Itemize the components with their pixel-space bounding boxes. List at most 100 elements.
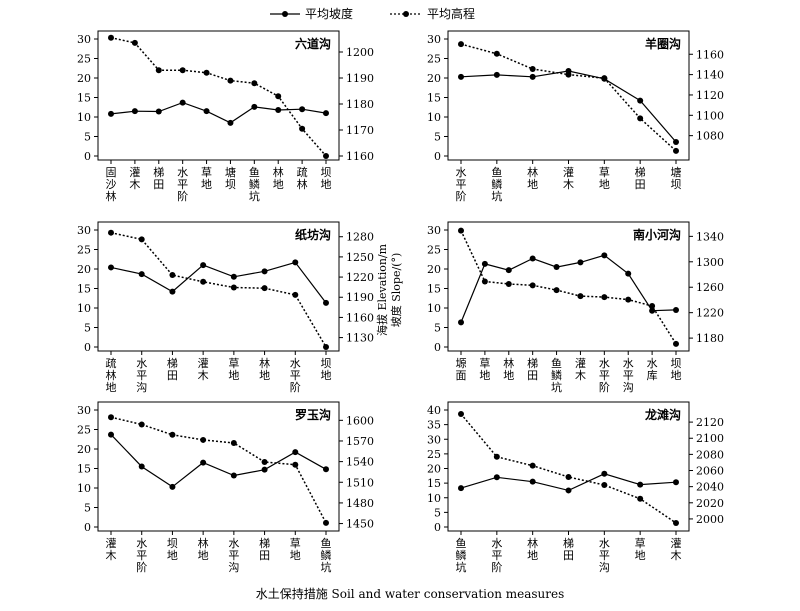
elevation-point [138,421,145,428]
y-right-tick-label: 1160 [696,48,724,61]
y-left-tick-label: 30 [427,33,441,46]
x-tick-label: 梯田 [167,357,178,382]
slope-point [458,319,464,326]
slope-point [131,108,138,115]
elevation-point [601,75,608,82]
y-left-tick-label: 25 [77,53,91,66]
chart-panel-2: 羊圈沟 0 5 10 15 20 25 30 1080 1100 1120 1140 1160 水平阶 鱼鳞… [427,30,724,203]
slope-point [505,267,512,274]
slope-point [673,479,679,486]
y-left-tick-label: 10 [427,302,441,315]
slope-point [637,481,644,488]
y-left-tick-label: 30 [77,404,91,417]
x-tick-label: 塬面 [456,357,467,382]
elevation-point [458,41,464,48]
y-left-tick-label: 10 [427,111,441,124]
y-left-tick-label: 0 [84,150,91,163]
x-tick-label: 疏林地 [106,356,117,394]
slope-point [673,306,679,313]
slope-point [227,119,234,126]
x-tick-label: 鱼鳞坑 [249,165,260,203]
slope-point [299,106,306,113]
y-left-tick-label: 5 [434,322,441,335]
y-left-tick-label: 15 [427,283,441,296]
x-tick-label: 梯田 [259,537,270,562]
y-right-tick-label: 1540 [346,456,374,469]
x-tick-label: 草地 [201,166,212,191]
y-left-tick-label: 25 [427,244,441,257]
x-tick-label: 水平沟 [623,357,634,394]
elevation-point [323,519,329,526]
x-tick-label: 灌木 [575,357,586,382]
x-tick-label: 坝地 [321,356,332,382]
y-left-tick-label: 25 [427,53,441,66]
y-right-tick-label: 2100 [696,432,724,445]
y-left-tick-label: 30 [427,224,441,237]
y-right-tick-label: 2080 [696,448,724,461]
y-left-tick-label: 30 [427,433,441,446]
x-tick-label: 坝地 [167,536,178,562]
x-tick-label: 水平阶 [599,357,610,394]
y-left-tick-label: 5 [434,131,441,144]
elevation-series-line [110,416,327,524]
chart-title: 龙滩沟 [645,407,681,422]
chart-panel-5: 罗玉沟 0 5 10 15 20 25 30 1450 1480 1510 1540 1570 1600 灌… [77,401,374,574]
elevation-point [251,80,258,87]
elevation-point [458,227,464,234]
y-left-tick-label: 20 [77,72,91,85]
elevation-point [637,495,644,502]
slope-point [529,478,536,485]
y-left-tick-label: 0 [434,150,441,163]
x-tick-label: 林地 [527,165,538,191]
chart-title: 纸坊沟 [295,227,331,242]
y-left-tick-label: 10 [77,482,91,495]
y-left-tick-label: 5 [434,506,441,519]
x-tick-label: 灌木 [106,537,117,562]
x-tick-label: 水平阶 [491,537,502,574]
chart-panel-4: 南小河沟 0 5 10 15 20 25 30 1180 1220 1260 1300 1340 塬面草地… [427,221,724,394]
x-tick-label: 梯田 [153,166,164,191]
elevation-point [292,291,299,298]
slope-point [230,273,237,280]
slope-point [625,270,632,277]
elevation-point [673,519,679,526]
y-left-tick-label: 0 [84,341,91,354]
y-right-tick-label: 1280 [346,231,374,244]
elevation-point [203,69,210,76]
y-left-tick-label: 15 [77,463,91,476]
elevation-point [108,414,114,421]
y-right-tick-label: 1450 [346,518,374,531]
x-tick-label: 林地 [198,536,209,562]
y-right-tick-label: 2020 [696,497,724,510]
slope-series-line [110,101,327,124]
chart-title: 罗玉沟 [295,407,331,422]
elevation-point [673,340,679,347]
elevation-point [553,287,560,294]
y-right-tick-label: 1510 [346,476,374,489]
elevation-point [299,125,306,132]
elevation-point [200,278,207,285]
x-tick-label: 塘坝 [225,165,236,191]
slope-point [529,255,536,262]
slope-point [577,259,584,266]
x-tick-label: 疏林 [297,165,308,191]
elevation-point [577,293,584,300]
x-tick-label: 水平沟 [136,357,147,394]
x-tick-label: 灌木 [198,357,209,382]
y-right-tick-label: 1190 [346,72,374,85]
elevation-point [601,482,608,489]
slope-point [553,264,560,271]
elevation-point [601,294,608,301]
y-right-tick-label: 2000 [696,513,724,526]
elevation-series-line [460,230,677,345]
slope-point [200,262,207,269]
x-tick-label: 梯田 [527,357,538,382]
slope-point [155,108,162,115]
elevation-point [529,462,536,469]
x-tick-label: 梯田 [635,166,646,191]
y-right-tick-label: 1080 [696,130,724,143]
y-left-tick-label: 10 [77,111,91,124]
y-left-tick-label: 15 [77,92,91,105]
x-tick-label: 林地 [527,536,538,562]
